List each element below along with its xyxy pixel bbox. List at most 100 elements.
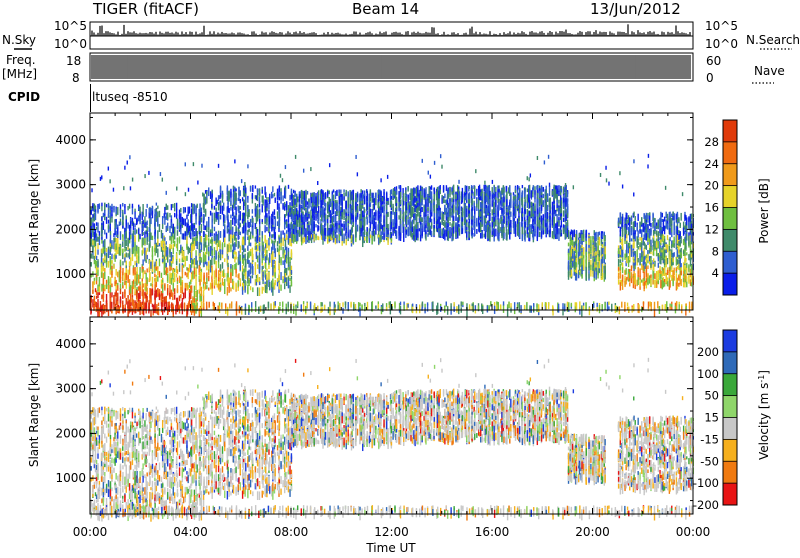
power-echo [110, 277, 111, 285]
power-echo [214, 213, 215, 221]
power-echo [235, 243, 236, 246]
power-echo [142, 283, 143, 287]
power-echo [101, 248, 102, 253]
power-echo [183, 218, 184, 225]
power-echo [176, 274, 177, 277]
power-echo [111, 292, 112, 297]
power-echo [227, 273, 228, 278]
power-echo [259, 219, 260, 224]
power-echo [230, 272, 231, 275]
power-echo [396, 203, 397, 206]
power-echo [144, 224, 145, 228]
power-echo [173, 224, 174, 229]
power-echo [235, 269, 236, 273]
power-echo [265, 249, 266, 257]
power-echo [275, 198, 276, 201]
power-echo [92, 241, 93, 246]
power-echo [162, 216, 163, 224]
power-echo [235, 193, 236, 201]
power-echo [138, 249, 139, 257]
power-echo [339, 238, 340, 241]
power-echo [233, 212, 234, 219]
power-echo [259, 258, 260, 267]
power-echo [312, 227, 313, 233]
power-echo [224, 279, 225, 287]
power-echo [122, 301, 123, 305]
power-echo [240, 223, 241, 227]
power-echo [134, 214, 135, 218]
power-echo [162, 250, 163, 257]
power-echo [434, 218, 435, 224]
power-echo [104, 252, 105, 255]
nsearch-label: N.Search [746, 33, 800, 47]
power-echo [375, 199, 376, 206]
power-echo [108, 224, 109, 229]
power-echo [327, 230, 328, 233]
power-echo [414, 205, 415, 212]
power-echo [301, 213, 302, 222]
power-echo [366, 211, 367, 215]
power-echo [282, 238, 283, 246]
power-echo [177, 237, 178, 243]
power-echo [152, 288, 153, 295]
power-echo [234, 191, 235, 197]
power-echo [387, 201, 388, 205]
power-echo [97, 222, 98, 226]
power-echo [282, 203, 283, 210]
power-echo [262, 231, 263, 235]
power-echo [169, 259, 170, 265]
power-echo [266, 213, 267, 218]
power-echo [191, 203, 192, 207]
power-echo [255, 185, 256, 188]
power-echo [398, 215, 399, 219]
power-echo [233, 255, 234, 259]
power-echo [215, 261, 216, 269]
power-echo [205, 226, 206, 231]
power-echo [269, 224, 270, 228]
power-echo [274, 209, 275, 215]
power-echo [210, 250, 211, 256]
power-echo [169, 213, 170, 217]
power-echo [162, 223, 163, 229]
power-echo [220, 215, 221, 219]
power-echo [134, 261, 135, 266]
power-echo [164, 283, 165, 288]
power-echo [407, 227, 408, 236]
power-echo [91, 253, 92, 258]
power-echo [277, 278, 278, 282]
power-echo [124, 248, 125, 251]
power-echo [215, 208, 216, 212]
power-echo [438, 186, 439, 191]
power-echo [400, 220, 401, 224]
power-echo [127, 206, 128, 210]
nave-lo-tick: 0 [706, 71, 714, 85]
power-echo [305, 228, 306, 236]
power-echo [247, 198, 248, 203]
power-echo [171, 278, 172, 285]
power-echo [429, 223, 430, 228]
power-echo [129, 266, 130, 274]
power-echo [111, 270, 112, 275]
power-echo [224, 287, 225, 294]
power-echo [144, 292, 145, 296]
power-echo [108, 276, 109, 283]
power-echo [265, 244, 266, 248]
power-echo [145, 209, 146, 217]
power-echo [108, 220, 109, 224]
power-echo [103, 258, 104, 262]
power-echo [101, 225, 102, 233]
power-echo [431, 200, 432, 203]
power-echo [180, 245, 181, 252]
power-echo [307, 217, 308, 221]
power-echo [444, 231, 445, 235]
power-echo [285, 277, 286, 282]
power-echo [370, 202, 371, 207]
power-echo [407, 219, 408, 225]
power-echo [383, 206, 384, 210]
power-echo [333, 238, 334, 242]
power-echo [437, 192, 438, 200]
nsky-label: N.Sky [2, 33, 36, 47]
power-echo [421, 232, 422, 237]
power-echo [268, 272, 269, 280]
power-echo [179, 223, 180, 230]
